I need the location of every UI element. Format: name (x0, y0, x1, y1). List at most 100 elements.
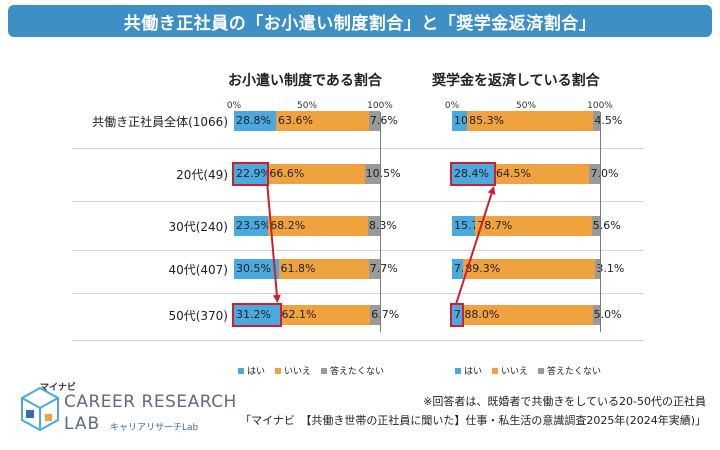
data-label: 61.8% (280, 262, 316, 275)
legend-swatch (321, 367, 328, 374)
row-separator (72, 201, 644, 202)
legend-label: 答えたくない (330, 367, 385, 377)
bar-segment-na (367, 216, 380, 236)
bar-segment-na (364, 164, 380, 184)
bar-segment-yes (452, 164, 495, 184)
data-label: 7.6% (369, 114, 398, 127)
brand-mynavi: マイナビ (40, 383, 76, 393)
bar-segment-yes (452, 111, 468, 131)
data-label: 89.3% (465, 262, 501, 275)
category-label: 40代(407) (168, 263, 228, 277)
bar-segment-na (589, 164, 600, 184)
data-label: 30.5% (236, 262, 271, 275)
data-label: 8.3% (368, 219, 397, 232)
bar-segment-no (463, 259, 596, 279)
data-label: 5.6% (592, 219, 621, 232)
data-label: 5.0% (593, 308, 622, 321)
bar-segment-yes (234, 164, 268, 184)
row-separator (72, 250, 644, 251)
axis-tick-label: 100% (587, 101, 613, 111)
legend-label: いいえ (284, 367, 312, 377)
row-separator (72, 340, 644, 341)
legend-label: はい (247, 367, 266, 377)
bar-segment-no (494, 164, 590, 184)
bar-segment-no (267, 164, 365, 184)
bar-segment-na (595, 259, 600, 279)
bar-segment-no (268, 216, 368, 236)
category-label: 共働き正社員全体(1066) (92, 115, 228, 129)
data-label: 66.6% (269, 167, 305, 180)
bar-segment-yes (234, 111, 277, 131)
axis-tick-label: 50% (515, 101, 537, 111)
highlight-box (450, 162, 497, 186)
data-label: 28.4% (454, 167, 489, 180)
legend-label: はい (464, 367, 483, 377)
category-label: 50代(370) (168, 309, 228, 323)
highlight-box (450, 303, 465, 327)
data-label: 28.8% (236, 114, 271, 127)
row-separator (72, 148, 644, 149)
bar-segment-na (370, 305, 380, 325)
trend-arrow-line (455, 191, 494, 304)
category-label: 30代(240) (168, 220, 228, 234)
data-label: 85.3% (469, 114, 505, 127)
legend-swatch (455, 367, 461, 374)
highlight-box (232, 303, 282, 327)
brand-lab: LAB (64, 414, 101, 434)
highlight-box (232, 162, 270, 186)
bar-segment-no (279, 305, 371, 325)
legend-swatch (238, 367, 244, 374)
data-label: 31.2% (236, 308, 271, 321)
legend-right: はい いいえ 答えたくない (455, 364, 601, 377)
bar-segment-na (368, 111, 380, 131)
data-label: 23.5% (236, 219, 271, 232)
data-label: 4.5% (594, 114, 623, 127)
row-separator (72, 293, 644, 294)
data-label: 6.7% (371, 308, 400, 321)
bar-segment-na (593, 111, 600, 131)
axis-tick-label: 50% (296, 101, 318, 111)
category-label: 20代(49) (176, 168, 228, 182)
axis-tick-label: 0% (444, 101, 460, 111)
page-title: 共働き正社員の「お小遣い制度割合」と「奨学金返済割合」 (123, 13, 597, 34)
axis-line (380, 112, 381, 332)
legend-left: はい いいえ 答えたくない (238, 364, 384, 377)
data-label: 10.5% (365, 167, 401, 180)
data-label: 88.0% (464, 308, 500, 321)
legend-item-na: 答えたくない (538, 364, 601, 377)
data-label: 78.7% (477, 219, 513, 232)
chart-title: お小遣い制度である割合 (228, 73, 382, 89)
note-respondents: ※回答者は、既婚者で共働きをしている20-50代の正社員 (423, 395, 706, 408)
legend-swatch (492, 367, 499, 374)
trend-arrow-line (266, 185, 279, 298)
career-research-lab-logo: マイナビ CAREER RESEARCH LAB キャリアリサーチLab (18, 378, 236, 438)
legend-swatch (275, 367, 282, 374)
axis-tick-label: 0% (226, 101, 242, 111)
bar-segment-no (462, 305, 593, 325)
bar-segment-yes (452, 305, 463, 325)
legend-item-na: 答えたくない (321, 364, 384, 377)
bar-segment-no (278, 259, 369, 279)
legend-label: いいえ (501, 367, 529, 377)
bar-segment-yes (234, 305, 280, 325)
bar-segment-na (368, 259, 380, 279)
trend-arrow-head (272, 294, 281, 303)
brand-subtitle: キャリアリサーチLab (110, 423, 199, 433)
bar-segment-na (592, 305, 600, 325)
title-banner: 共働き正社員の「お小遣い制度割合」と「奨学金返済割合」 (8, 5, 712, 37)
data-label: 3.1% (596, 262, 625, 275)
bar-segment-no (475, 216, 592, 236)
bar-segment-na (591, 216, 600, 236)
brand-career-research: CAREER RESEARCH (64, 392, 237, 412)
bar-segment-no (467, 111, 594, 131)
trend-arrow-head (487, 186, 496, 195)
data-label: 22.9% (236, 167, 271, 180)
data-label: 64.5% (496, 167, 531, 180)
data-label: 7.0% (590, 167, 619, 180)
legend-item-yes: はい (238, 364, 265, 377)
data-label: 68.2% (270, 219, 306, 232)
data-label: 7.7% (369, 262, 398, 275)
data-label: 63.6% (278, 114, 313, 127)
legend-label: 答えたくない (547, 367, 602, 377)
axis-tick-label: 100% (367, 101, 393, 111)
